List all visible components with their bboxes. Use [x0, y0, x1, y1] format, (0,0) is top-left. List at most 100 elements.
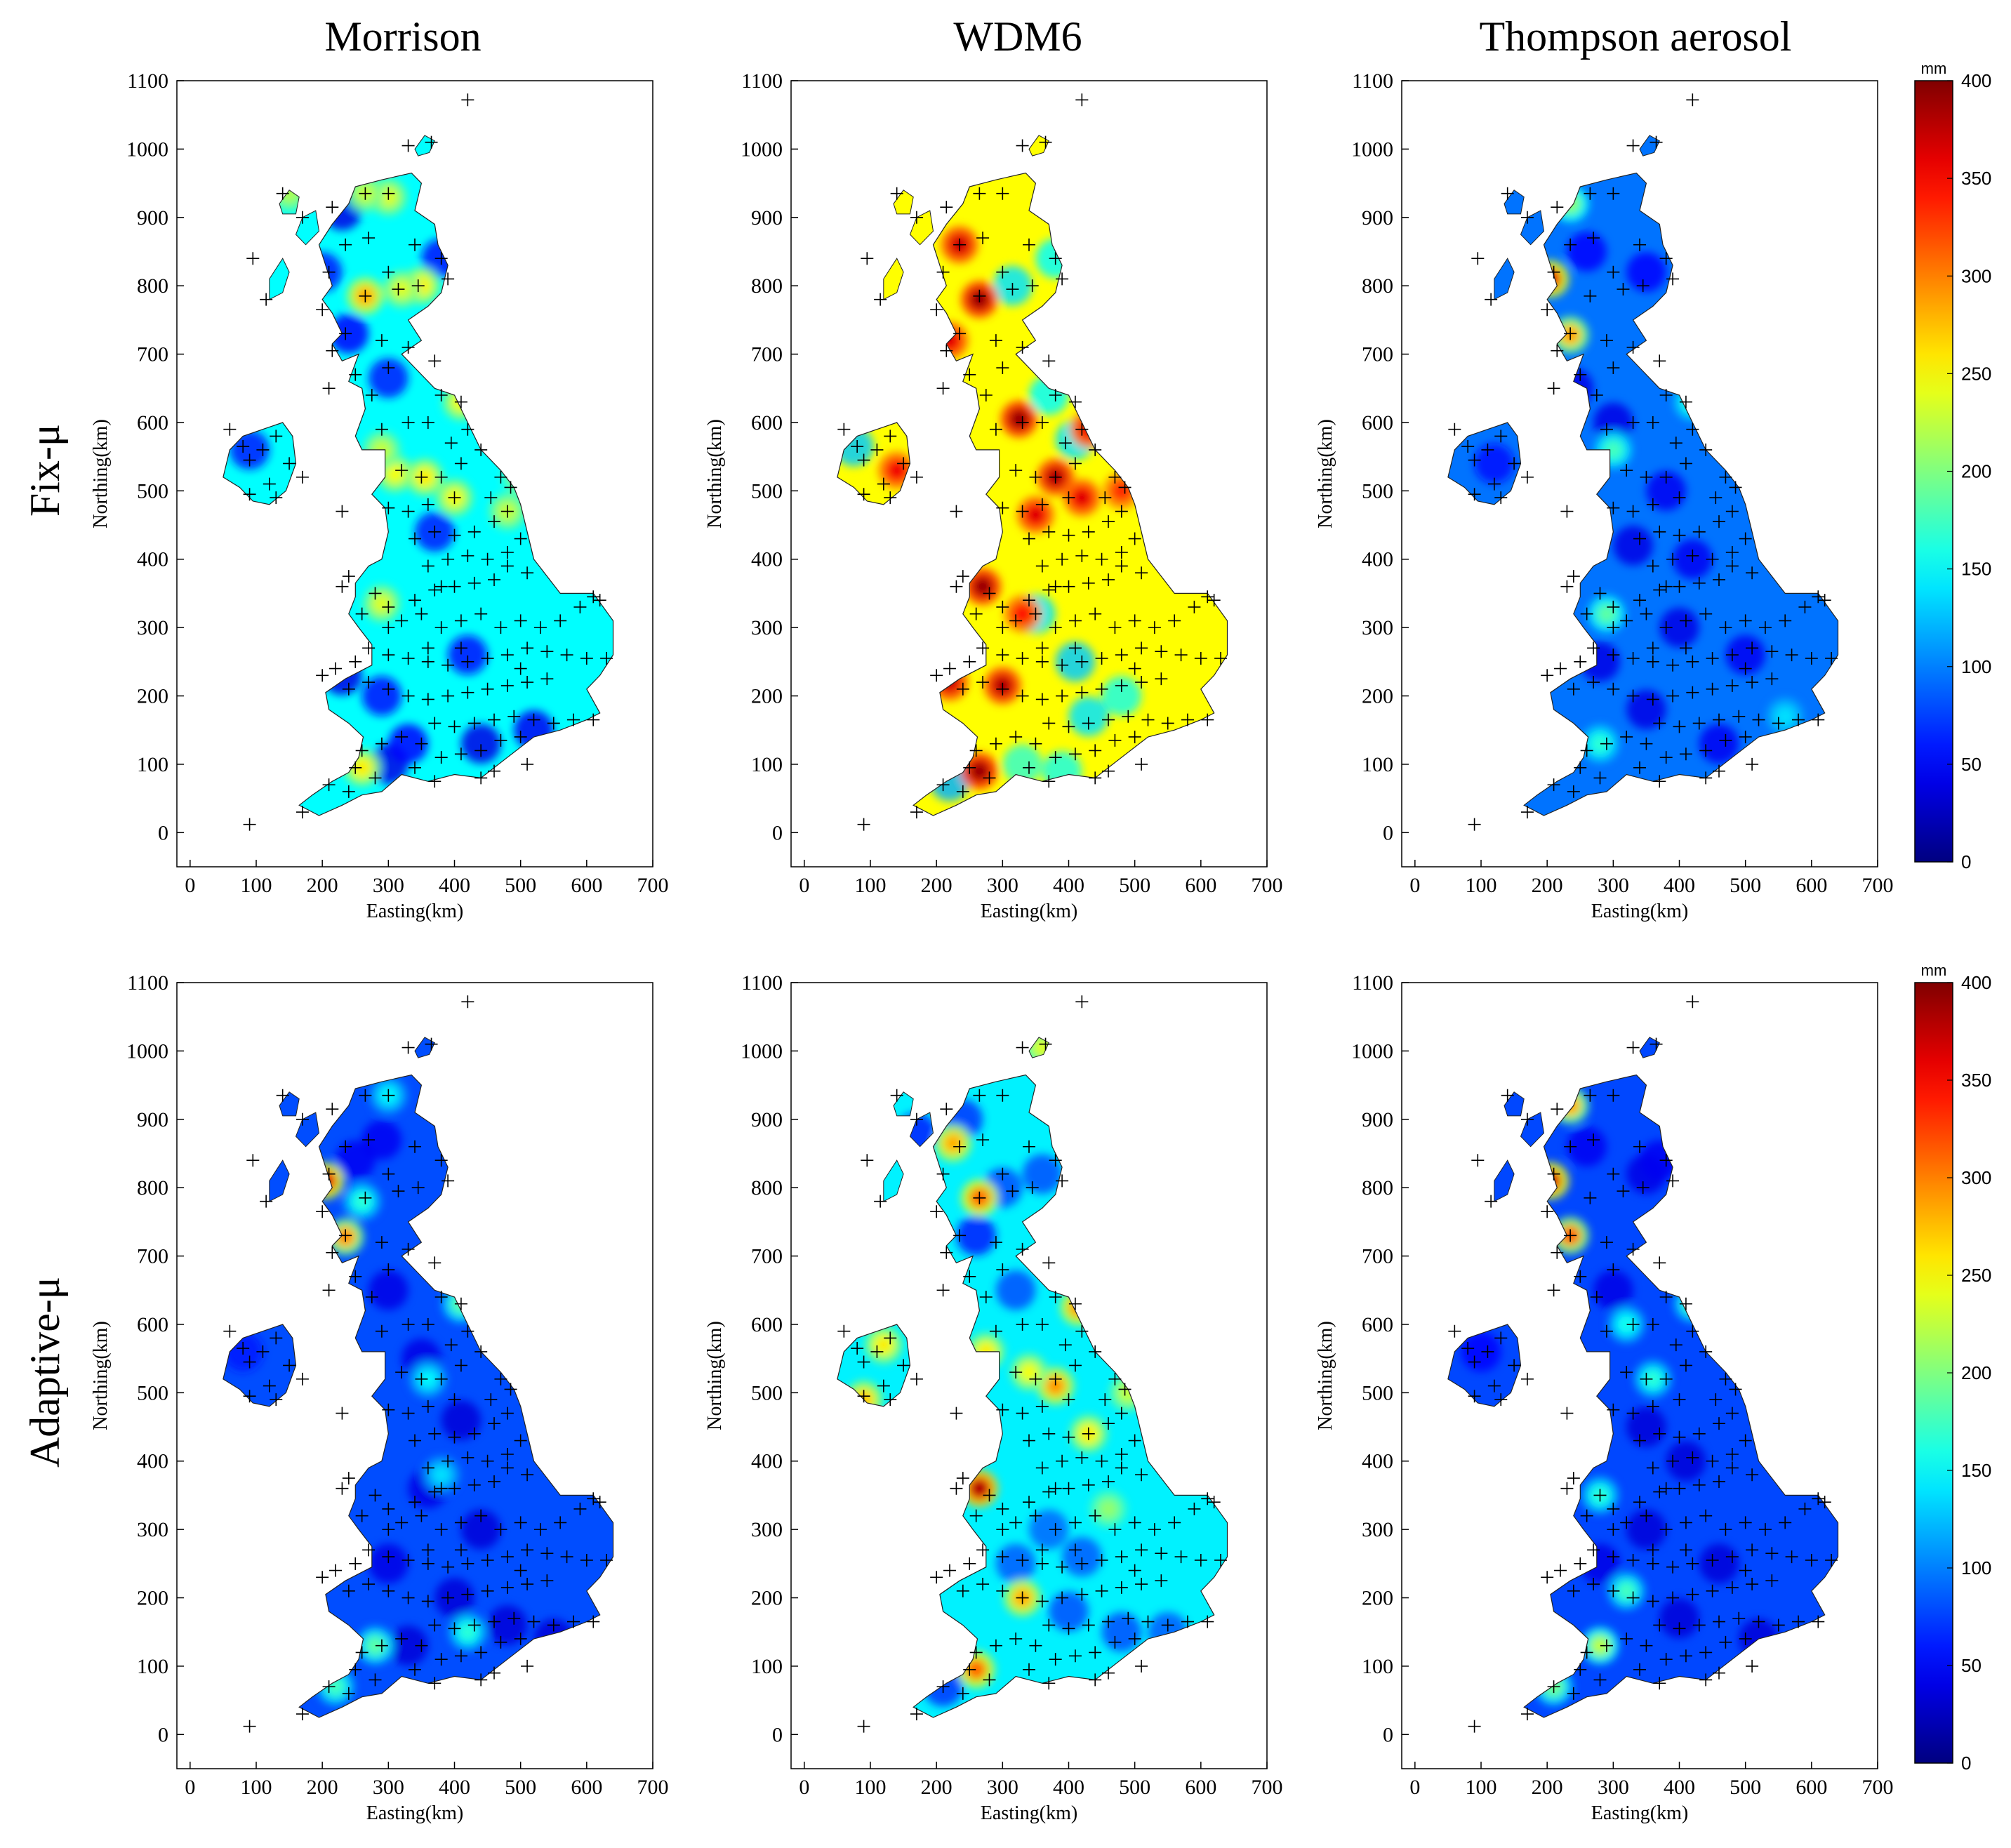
- station-marker: [1686, 549, 1699, 562]
- station-marker: [956, 682, 969, 696]
- station-marker: [1042, 1256, 1056, 1270]
- rainfall-peak: [878, 1339, 889, 1350]
- station-marker: [507, 710, 521, 723]
- station-marker: [243, 453, 256, 467]
- station-marker: [246, 252, 260, 265]
- station-marker: [996, 1263, 1009, 1277]
- station-marker: [1719, 1372, 1732, 1385]
- station-marker: [1669, 1338, 1683, 1352]
- station-marker: [421, 642, 434, 655]
- station-marker: [1508, 1359, 1521, 1372]
- station-marker: [1607, 1550, 1620, 1564]
- station-marker: [1617, 283, 1630, 296]
- station-marker: [1062, 580, 1075, 593]
- station-marker: [448, 491, 461, 505]
- station-marker: [296, 1372, 309, 1385]
- station-marker: [1089, 1646, 1102, 1659]
- station-marker: [434, 580, 448, 593]
- x-tick-label: 200: [307, 874, 338, 897]
- coastline-island: [279, 1091, 300, 1117]
- station-marker: [514, 1564, 527, 1577]
- station-marker: [973, 187, 986, 200]
- station-marker: [1029, 1509, 1042, 1522]
- station-marker: [1089, 744, 1102, 757]
- colorbar-tick-label: 200: [1961, 1362, 1991, 1383]
- station-marker: [448, 1393, 461, 1407]
- station-marker: [1706, 1454, 1719, 1468]
- y-tick-label: 700: [1362, 343, 1393, 366]
- station-marker: [1551, 1246, 1564, 1259]
- station-marker: [1035, 642, 1049, 655]
- station-marker: [369, 587, 382, 600]
- station-marker: [349, 1663, 362, 1676]
- station-marker: [521, 1659, 534, 1673]
- station-marker: [448, 1622, 461, 1635]
- station-marker: [1062, 1622, 1075, 1635]
- station-marker: [1659, 1482, 1673, 1495]
- row-title-adaptive-mu: Adaptive-μ: [22, 1277, 68, 1468]
- station-marker: [1669, 437, 1683, 450]
- station-marker: [969, 744, 983, 757]
- station-marker: [1706, 1553, 1719, 1567]
- station-marker: [1706, 552, 1719, 566]
- station-marker: [1214, 651, 1228, 665]
- station-marker: [322, 778, 336, 792]
- station-marker: [355, 607, 369, 620]
- station-marker: [1035, 1461, 1049, 1475]
- station-marker: [1108, 621, 1122, 634]
- station-marker: [1679, 1543, 1692, 1557]
- station-marker: [1765, 645, 1779, 658]
- station-marker: [1115, 1407, 1128, 1420]
- station-marker: [1118, 481, 1131, 494]
- y-tick-label: 1100: [741, 971, 783, 995]
- y-tick-label: 100: [1362, 1655, 1393, 1678]
- station-marker: [1468, 1355, 1481, 1369]
- station-marker: [1095, 1454, 1108, 1468]
- station-marker: [1607, 600, 1620, 613]
- station-marker: [1115, 559, 1128, 573]
- x-tick-label: 600: [1796, 874, 1827, 897]
- station-marker: [401, 1317, 415, 1331]
- station-marker: [1626, 340, 1640, 354]
- station-marker: [1785, 1550, 1798, 1564]
- station-marker: [1068, 457, 1082, 470]
- station-marker: [1633, 1496, 1646, 1509]
- station-marker: [953, 1229, 967, 1242]
- station-marker: [1666, 1591, 1680, 1604]
- station-marker: [1089, 771, 1102, 785]
- station-marker: [1607, 187, 1620, 200]
- station-marker: [587, 1615, 600, 1628]
- station-marker: [1468, 453, 1481, 467]
- station-marker: [1587, 642, 1600, 655]
- rainfall-low-spot: [1068, 696, 1108, 736]
- station-marker: [1646, 655, 1659, 668]
- station-marker: [1673, 1393, 1686, 1407]
- station-marker: [1607, 682, 1620, 696]
- station-marker: [1659, 751, 1673, 764]
- station-marker: [488, 1475, 500, 1488]
- station-marker: [996, 1089, 1009, 1102]
- coastline-island: [414, 1037, 435, 1058]
- station-marker: [1653, 717, 1666, 730]
- station-marker: [1752, 1615, 1765, 1628]
- station-marker: [296, 470, 309, 484]
- station-marker: [996, 501, 1009, 514]
- coastline-island: [883, 1159, 904, 1202]
- station-marker: [1075, 1324, 1089, 1338]
- rainfall-low-spot: [1062, 1536, 1102, 1577]
- station-marker: [1049, 1154, 1062, 1167]
- station-marker: [342, 1472, 355, 1485]
- station-marker: [421, 498, 434, 511]
- station-marker: [940, 344, 953, 357]
- station-marker: [1600, 334, 1613, 347]
- station-marker: [963, 655, 976, 668]
- station-marker: [1679, 1649, 1692, 1663]
- station-marker: [409, 1434, 421, 1447]
- station-marker: [434, 1482, 448, 1495]
- y-axis-label: Northing(km): [704, 419, 726, 529]
- station-marker: [1593, 587, 1607, 600]
- station-marker: [1108, 1523, 1122, 1536]
- station-marker: [428, 1256, 442, 1270]
- station-marker: [336, 1482, 349, 1495]
- station-marker: [1056, 689, 1069, 703]
